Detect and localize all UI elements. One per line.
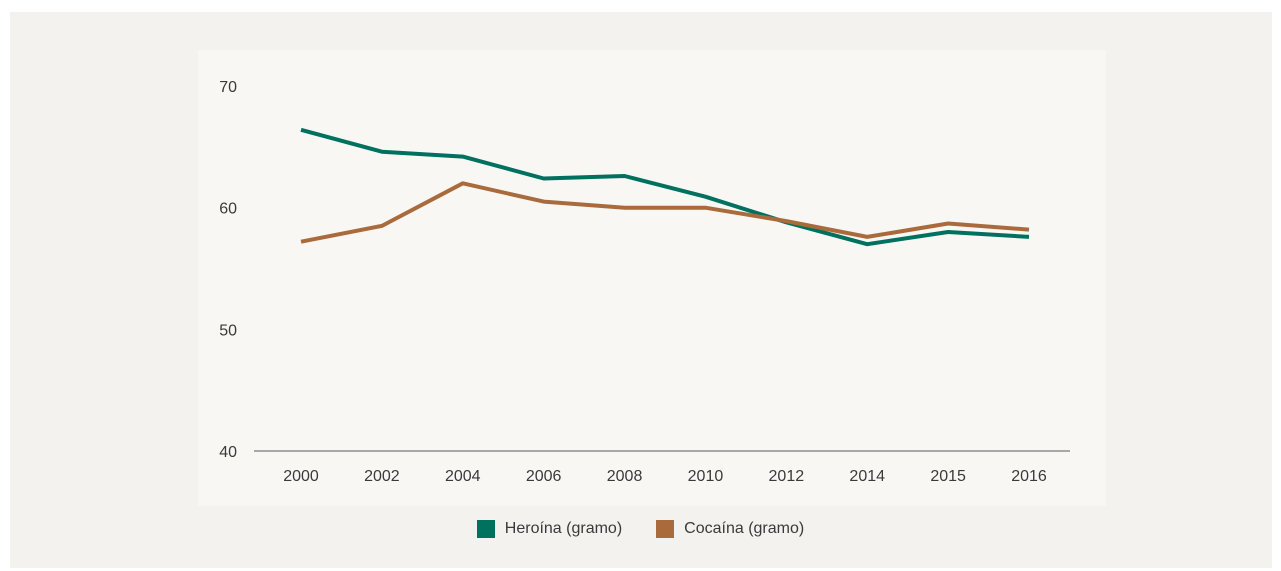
x-tick-label: 2006 — [526, 468, 562, 485]
x-tick-label: 2016 — [1011, 468, 1047, 485]
y-tick-label: 70 — [219, 79, 237, 96]
legend-label-heroina: Heroína (gramo) — [504, 520, 623, 537]
x-tick-label: 2008 — [607, 468, 643, 485]
legend-swatch-cocaina — [656, 520, 675, 538]
x-tick-label: 2014 — [849, 468, 885, 485]
legend-label-cocaina: Cocaína (gramo) — [684, 520, 805, 537]
legend-swatch-heroina — [476, 520, 495, 538]
x-tick-label: 2012 — [769, 468, 805, 485]
legend-item-cocaina: Cocaína (gramo) — [656, 520, 804, 538]
x-tick-label: 2010 — [688, 468, 724, 485]
x-tick-label: 2015 — [930, 468, 966, 485]
y-tick-label: 40 — [219, 444, 237, 461]
x-axis-ticks: 2000 2002 2004 2006 2008 2010 2012 2014 2015 2016 — [283, 468, 1047, 485]
plot-area — [198, 50, 1106, 506]
series-lines — [300, 127, 1030, 247]
y-tick-label: 50 — [219, 322, 237, 339]
y-axis-ticks: 70 60 50 40 — [219, 79, 237, 461]
legend: Heroína (gramo) Cocaína (gramo) — [0, 520, 1281, 538]
x-tick-label: 2004 — [445, 468, 481, 485]
series-line-cocaina — [300, 181, 1030, 244]
legend-item-heroina: Heroína (gramo) — [476, 520, 623, 538]
x-tick-label: 2000 — [283, 468, 319, 485]
y-tick-label: 60 — [219, 201, 237, 218]
x-tick-label: 2002 — [364, 468, 400, 485]
series-line-heroina — [300, 127, 1030, 247]
